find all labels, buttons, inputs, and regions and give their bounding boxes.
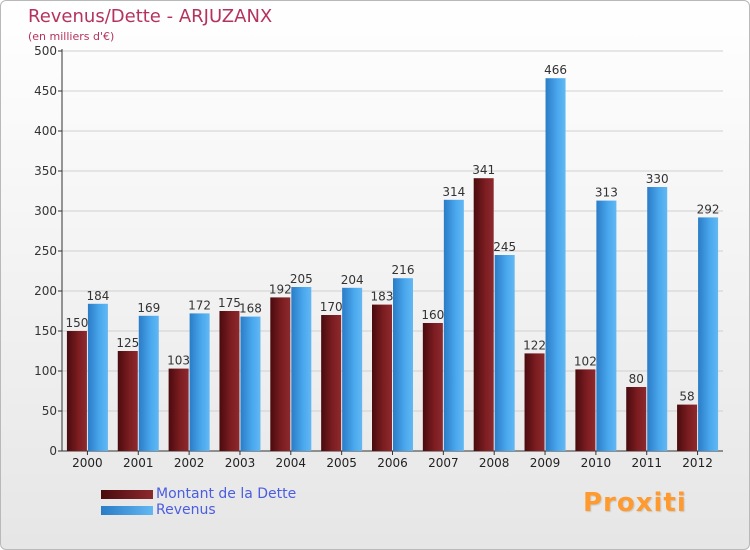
y-tick-label: 400 (34, 124, 57, 138)
bar-revenus (443, 199, 464, 451)
data-label-revenus: 205 (290, 272, 313, 286)
bar-dette (321, 315, 342, 451)
data-label-dette: 341 (472, 163, 495, 177)
bar-revenus (240, 316, 261, 451)
x-tick-label: 2011 (631, 456, 662, 470)
data-label-dette: 122 (523, 338, 546, 352)
proxiti-logo: Proxiti (583, 488, 687, 518)
x-tick-label: 2001 (123, 456, 154, 470)
data-label-dette: 125 (116, 336, 139, 350)
bar-dette (270, 297, 291, 451)
x-tick-label: 2006 (377, 456, 408, 470)
bar-revenus (189, 313, 210, 451)
y-tick-label: 250 (34, 244, 57, 258)
y-tick-label: 200 (34, 284, 57, 298)
y-tick-label: 50 (42, 404, 57, 418)
bar-revenus (596, 200, 617, 451)
bar-revenus (393, 278, 413, 451)
bar-revenus (291, 287, 312, 451)
data-label-revenus: 168 (239, 302, 262, 316)
x-tick-label: 2000 (72, 456, 103, 470)
data-label-revenus: 292 (697, 202, 720, 216)
bar-dette (117, 351, 138, 451)
bar-revenus (342, 287, 363, 451)
x-tick-label: 2002 (174, 456, 205, 470)
data-label-dette: 170 (320, 300, 343, 314)
y-tick-label: 350 (34, 164, 57, 178)
data-label-dette: 183 (371, 290, 394, 304)
bar-dette (66, 331, 87, 451)
x-tick-label: 2010 (581, 456, 612, 470)
y-tick-label: 150 (34, 324, 57, 338)
y-tick-label: 500 (34, 44, 57, 58)
data-label-dette: 175 (218, 296, 241, 310)
data-label-revenus: 330 (646, 172, 669, 186)
bar-dette (524, 353, 545, 451)
y-tick-label: 300 (34, 204, 57, 218)
data-label-dette: 103 (167, 354, 190, 368)
data-label-revenus: 172 (188, 298, 211, 312)
x-tick-label: 2009 (530, 456, 561, 470)
data-label-revenus: 204 (341, 273, 364, 287)
bar-revenus (545, 78, 566, 451)
data-label-revenus: 216 (392, 263, 415, 277)
legend-swatch-revenus (101, 506, 153, 515)
bar-revenus (698, 217, 719, 451)
data-label-revenus: 313 (595, 186, 618, 200)
y-tick-label: 450 (34, 84, 57, 98)
bar-dette (422, 323, 443, 451)
bar-dette (219, 311, 240, 451)
data-label-revenus: 466 (544, 63, 567, 77)
legend-label-dette: Montant de la Dette (156, 486, 297, 502)
bar-revenus (87, 303, 108, 451)
data-label-dette: 102 (574, 354, 597, 368)
y-tick-label: 100 (34, 364, 57, 378)
bar-dette (372, 304, 392, 451)
bar-revenus (138, 315, 159, 451)
bar-dette (575, 369, 596, 451)
x-tick-label: 2008 (479, 456, 510, 470)
bar-dette (168, 368, 189, 451)
data-label-dette: 192 (269, 282, 292, 296)
x-tick-label: 2003 (225, 456, 256, 470)
chart-title: Revenus/Dette - ARJUZANX (28, 6, 273, 27)
x-tick-label: 2004 (276, 456, 307, 470)
legend-label-revenus: Revenus (156, 502, 216, 518)
bar-revenus (494, 255, 515, 451)
y-tick-label: 0 (49, 444, 57, 458)
data-label-revenus: 245 (493, 240, 516, 254)
bar-revenus (647, 187, 668, 451)
data-label-revenus: 314 (442, 185, 465, 199)
bar-dette (677, 404, 698, 451)
data-label-revenus: 184 (86, 289, 109, 303)
chart-subtitle: (en milliers d'€) (28, 30, 115, 43)
x-tick-label: 2012 (682, 456, 713, 470)
data-label-revenus: 169 (137, 301, 160, 315)
x-tick-label: 2005 (326, 456, 357, 470)
data-label-dette: 150 (65, 316, 88, 330)
data-label-dette: 58 (679, 390, 694, 404)
x-tick-label: 2007 (428, 456, 459, 470)
bar-dette (473, 178, 494, 451)
data-label-dette: 80 (629, 372, 644, 386)
legend-swatch-dette (101, 490, 153, 499)
data-label-dette: 160 (421, 308, 444, 322)
bar-dette (626, 387, 647, 451)
